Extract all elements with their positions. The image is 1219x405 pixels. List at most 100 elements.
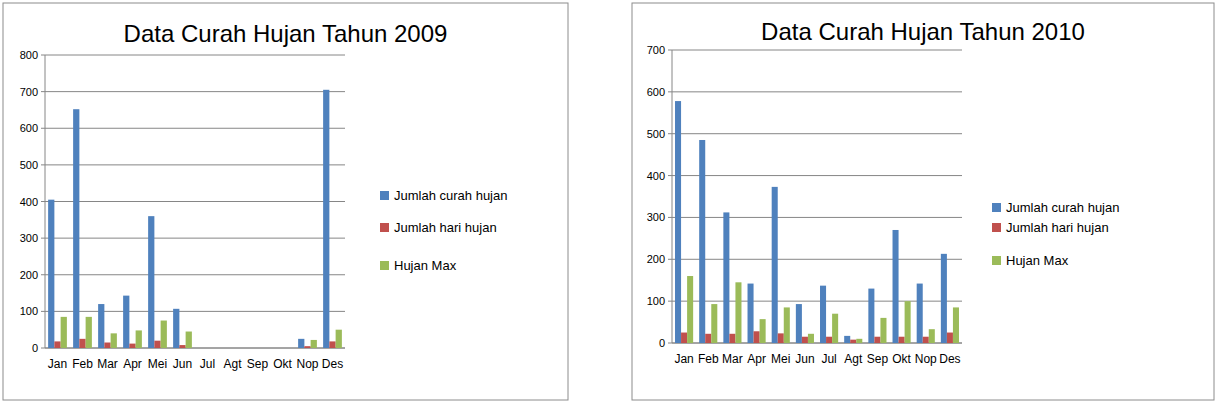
legend-label: Hujan Max bbox=[394, 258, 457, 273]
tick-label: 700 bbox=[20, 86, 38, 98]
bar bbox=[705, 334, 711, 343]
category-label: Feb bbox=[698, 352, 719, 366]
tick-mark bbox=[668, 259, 672, 260]
bar bbox=[61, 317, 67, 348]
bar bbox=[123, 296, 129, 348]
tick-mark bbox=[41, 201, 45, 202]
bar bbox=[54, 341, 60, 348]
grid-line bbox=[672, 133, 962, 134]
page: Data Curah Hujan Tahun 2009 0 100 200 300 400… bbox=[0, 0, 1219, 405]
legend-label: Jumlah curah hujan bbox=[1006, 200, 1119, 215]
category-label: Feb bbox=[72, 357, 93, 371]
bar bbox=[856, 339, 862, 343]
bar bbox=[778, 333, 784, 343]
bar bbox=[723, 212, 729, 343]
bars bbox=[675, 101, 959, 343]
category-label: Okt bbox=[892, 352, 911, 366]
bar bbox=[874, 337, 880, 343]
bar bbox=[784, 307, 790, 343]
tick-label: 100 bbox=[20, 305, 38, 317]
bar bbox=[893, 230, 899, 343]
legend-swatch bbox=[380, 223, 389, 232]
bar bbox=[802, 337, 808, 343]
grid-line bbox=[45, 274, 345, 275]
bar bbox=[729, 334, 735, 343]
bar bbox=[947, 333, 953, 343]
chart: Data Curah Hujan Tahun 20100100200300400… bbox=[632, 3, 1214, 400]
grid-line bbox=[672, 259, 962, 260]
bar bbox=[868, 289, 874, 343]
bar bbox=[179, 345, 185, 348]
legend-swatch bbox=[992, 256, 1001, 265]
tick-label: 0 bbox=[32, 342, 38, 354]
y-axis bbox=[672, 50, 673, 343]
tick-label: 700 bbox=[647, 44, 665, 56]
category-label: Sep bbox=[247, 357, 269, 371]
bar bbox=[304, 346, 310, 348]
bar bbox=[905, 301, 911, 343]
tick-mark bbox=[668, 217, 672, 218]
bar bbox=[186, 332, 192, 348]
bar bbox=[104, 343, 110, 348]
legend-swatch bbox=[380, 261, 389, 270]
tick-label: 400 bbox=[647, 170, 665, 182]
grid-line bbox=[45, 91, 345, 92]
category-label: Apr bbox=[747, 352, 766, 366]
tick-mark bbox=[41, 128, 45, 129]
legend-label: Jumlah hari hujan bbox=[1006, 220, 1109, 235]
title: Data Curah Hujan Tahun 2009 bbox=[124, 20, 448, 47]
bar bbox=[735, 282, 741, 343]
tick-label: 200 bbox=[20, 269, 38, 281]
tick-mark bbox=[668, 301, 672, 302]
bar bbox=[148, 216, 154, 348]
category-label: Jun bbox=[795, 352, 814, 366]
category-label: Okt bbox=[273, 357, 292, 371]
bar bbox=[850, 340, 856, 343]
tick-mark bbox=[41, 311, 45, 312]
tick-label: 500 bbox=[20, 159, 38, 171]
category-label: Agt bbox=[844, 352, 863, 366]
tick-label: 300 bbox=[20, 232, 38, 244]
legend-label: Jumlah hari hujan bbox=[394, 220, 497, 235]
chart-border bbox=[632, 3, 1214, 400]
tick-mark bbox=[41, 238, 45, 239]
legend-label: Hujan Max bbox=[1006, 253, 1069, 268]
tick-label: 0 bbox=[659, 337, 665, 349]
bar bbox=[760, 319, 766, 343]
category-label: Agt bbox=[223, 357, 242, 371]
bar bbox=[917, 284, 923, 343]
tick-label: 600 bbox=[647, 86, 665, 98]
bar bbox=[98, 304, 104, 348]
bar bbox=[832, 314, 838, 343]
grid-line bbox=[45, 164, 345, 165]
category-label: Mei bbox=[148, 357, 167, 371]
grid-line bbox=[672, 217, 962, 218]
bar bbox=[687, 276, 693, 343]
category-label: Apr bbox=[123, 357, 142, 371]
bar bbox=[880, 318, 886, 343]
bar bbox=[86, 317, 92, 348]
tick-mark bbox=[41, 274, 45, 275]
bar bbox=[754, 331, 760, 343]
grid-line bbox=[45, 201, 345, 202]
legend-swatch bbox=[380, 191, 389, 200]
bar bbox=[844, 336, 850, 343]
bar bbox=[711, 304, 717, 343]
category-label: Des bbox=[939, 352, 960, 366]
bar bbox=[796, 304, 802, 343]
bar bbox=[826, 337, 832, 343]
category-label: Sep bbox=[867, 352, 889, 366]
bar bbox=[820, 286, 826, 343]
grid-line bbox=[672, 50, 962, 51]
tick-label: 100 bbox=[647, 295, 665, 307]
tick-mark bbox=[668, 91, 672, 92]
bar bbox=[923, 337, 929, 343]
bar bbox=[129, 344, 135, 348]
bar bbox=[675, 101, 681, 343]
bar bbox=[311, 340, 317, 348]
bar bbox=[298, 339, 304, 348]
category-label: Jul bbox=[200, 357, 215, 371]
category-label: Jul bbox=[821, 352, 836, 366]
grid-line bbox=[45, 55, 345, 56]
legend-swatch bbox=[992, 223, 1001, 232]
